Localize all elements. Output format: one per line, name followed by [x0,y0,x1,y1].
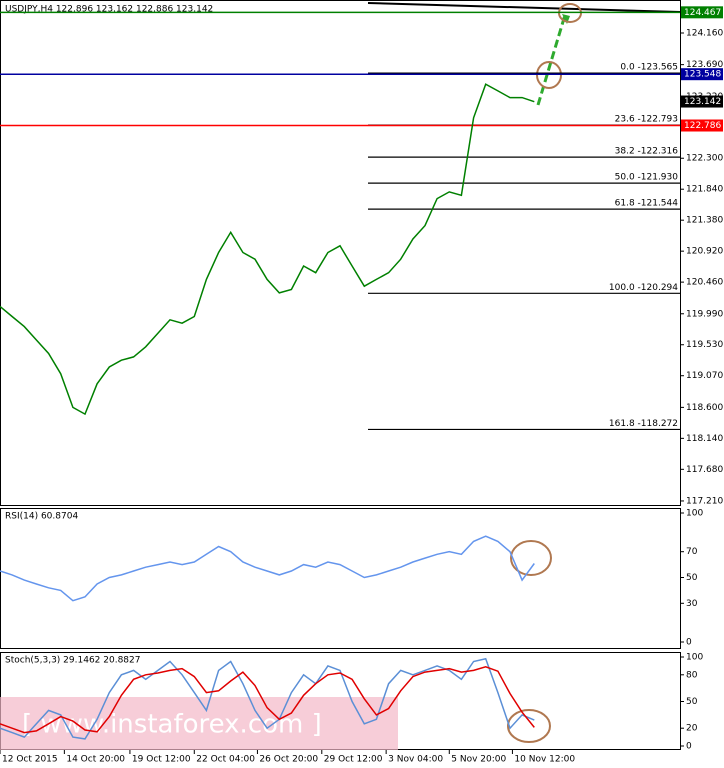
highlight-circle [536,61,562,89]
y-tick-label: 118.600 [686,403,723,413]
y-tick-label: 118.140 [686,434,723,444]
y-tick-label: 100 [686,653,703,663]
y-tick-label: 117.210 [686,496,723,506]
y-tick-label: 122.300 [686,154,723,164]
y-tick-label: 50 [686,573,698,583]
chart-title: USDJPY,H4 122.896 123.162 122.886 123.14… [5,5,213,15]
price-label-bg [681,119,723,132]
y-tick-label: 20 [686,724,698,734]
stoch-title: Stoch(5,3,3) 29.1462 20.8827 [5,656,140,666]
y-tick-label: 119.990 [686,309,723,319]
x-tick-label: 3 Nov 04:00 [388,755,443,765]
rsi-title: RSI(14) 60.8704 [5,512,78,522]
fib-label: 100.0 -120.294 [609,283,678,293]
y-tick-label: 119.530 [686,340,723,350]
x-tick-label: 29 Oct 12:00 [324,755,383,765]
fib-label: 0.0 -123.565 [620,63,678,73]
watermark-bg [0,697,398,750]
x-tick-label: 22 Oct 04:00 [196,755,255,765]
y-tick-label: 30 [686,599,698,609]
series-line [0,666,535,734]
x-tick-label: 5 Nov 20:00 [451,755,506,765]
price-label: 122.786 [684,121,721,131]
price-label-bg [681,6,723,19]
rsi-frame [0,508,681,649]
x-tick-label: 19 Oct 12:00 [132,755,191,765]
price-label-bg [681,68,723,81]
fib-label: 50.0 -121.930 [615,173,679,183]
x-tick-label: 26 Oct 20:00 [259,755,318,765]
fib-label: 61.8 -121.544 [615,199,679,209]
x-tick-label: 14 Oct 20:00 [66,755,125,765]
fib-label: 38.2 -122.316 [615,147,679,157]
fib-label: 161.8 -118.272 [609,419,678,429]
highlight-circle [507,709,551,743]
y-tick-label: 121.380 [686,216,723,226]
y-tick-label: 100 [686,509,703,519]
y-tick-label: 120.460 [686,278,723,288]
x-tick-label: 10 Nov 12:00 [514,755,575,765]
fib-label: 23.6 -122.793 [615,115,678,125]
arrow-head [562,14,570,24]
y-tick-label: 0 [686,742,692,752]
price-label: 124.467 [684,8,721,18]
y-tick-label: 50 [686,697,698,707]
y-tick-label: 124.160 [686,28,723,38]
x-tick-label: 12 Oct 2015 [2,755,58,765]
y-tick-label: 70 [686,547,698,557]
y-tick-label: 123.690 [686,60,723,70]
y-tick-label: 119.070 [686,371,723,381]
watermark: [ www.instaforex.com ] [22,710,322,740]
y-tick-label: 120.920 [686,247,723,257]
price-label-bg [681,95,723,108]
series-line [0,83,535,416]
highlight-circle [510,540,552,576]
series-line [0,535,535,602]
trend-line [367,2,681,13]
y-tick-label: 121.840 [686,185,723,195]
forecast-arrow [536,14,567,106]
y-tick-label: 80 [686,670,698,680]
main-frame [0,0,681,506]
y-tick-label: 117.680 [686,465,723,475]
price-label: 123.142 [684,97,721,107]
price-label: 123.548 [684,70,721,80]
y-tick-label: 0 [686,638,692,648]
